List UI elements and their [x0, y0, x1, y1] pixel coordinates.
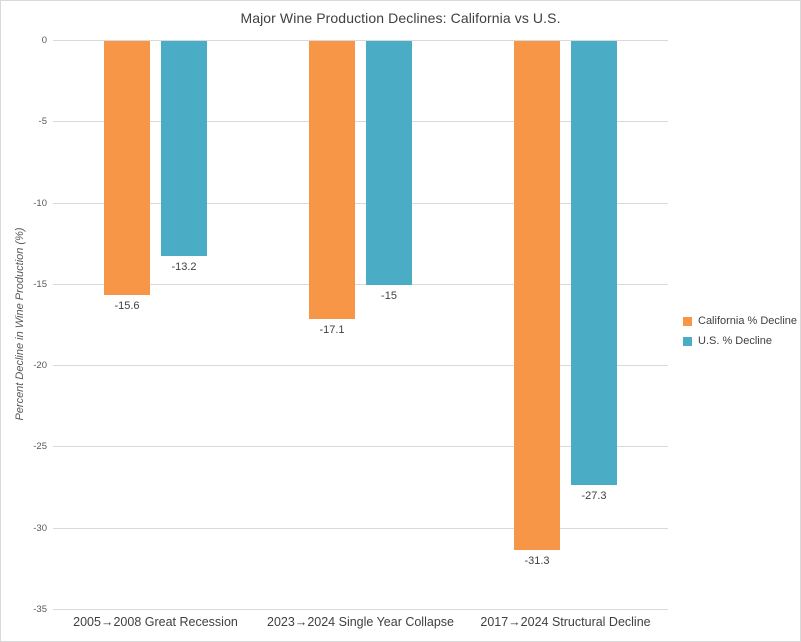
bar-series-0-cat-2 [514, 41, 560, 550]
legend-item-0: California % Decline [683, 315, 797, 327]
y-tick-label: -35 [33, 604, 47, 615]
x-category-label: 2005→2008 Great Recession [73, 615, 238, 629]
bar-data-label: -15.6 [114, 299, 140, 312]
y-tick-label: 0 [41, 35, 47, 46]
bar-data-label: -27.3 [581, 489, 607, 502]
x-category-label: 2017→2024 Structural Decline [480, 615, 651, 629]
gridline--25 [53, 446, 668, 448]
bar-series-0-cat-0 [104, 41, 150, 295]
y-tick-label: -20 [33, 360, 47, 372]
gridline--30 [53, 527, 668, 529]
legend-label: U.S. % Decline [698, 335, 772, 347]
legend-item-1: U.S. % Decline [683, 335, 797, 347]
legend-swatch-icon [683, 316, 692, 326]
bar-series-1-cat-1 [366, 41, 412, 285]
bar-series-1-cat-0 [161, 41, 207, 256]
bar-data-label: -17.1 [319, 323, 345, 336]
y-tick-label: -15 [33, 278, 47, 290]
legend: California % Decline U.S. % Decline [683, 315, 797, 355]
x-category-label: 2023→2024 Single Year Collapse [267, 615, 454, 629]
bar-data-label: -13.2 [171, 260, 197, 273]
legend-label: California % Decline [698, 315, 798, 327]
gridline--15 [53, 283, 668, 285]
gridline--20 [53, 365, 668, 367]
gridline-0 [53, 40, 668, 41]
bar-series-1-cat-2 [571, 41, 617, 485]
y-tick-label: -10 [33, 197, 47, 209]
chart-title: Major Wine Production Declines: Californ… [240, 10, 561, 26]
gridline--10 [53, 202, 668, 204]
y-tick-label: -25 [33, 441, 47, 453]
bar-data-label: -15 [381, 289, 397, 302]
bar-series-0-cat-1 [309, 41, 355, 319]
bar-data-label: -31.3 [524, 554, 550, 567]
gridline--5 [53, 121, 668, 123]
gridline--35 [53, 609, 668, 610]
y-axis-title: Percent Decline in Wine Production (%) [14, 227, 26, 421]
y-tick-label: -30 [33, 522, 47, 534]
y-tick-label: -5 [38, 116, 47, 128]
legend-swatch-icon [683, 336, 692, 346]
